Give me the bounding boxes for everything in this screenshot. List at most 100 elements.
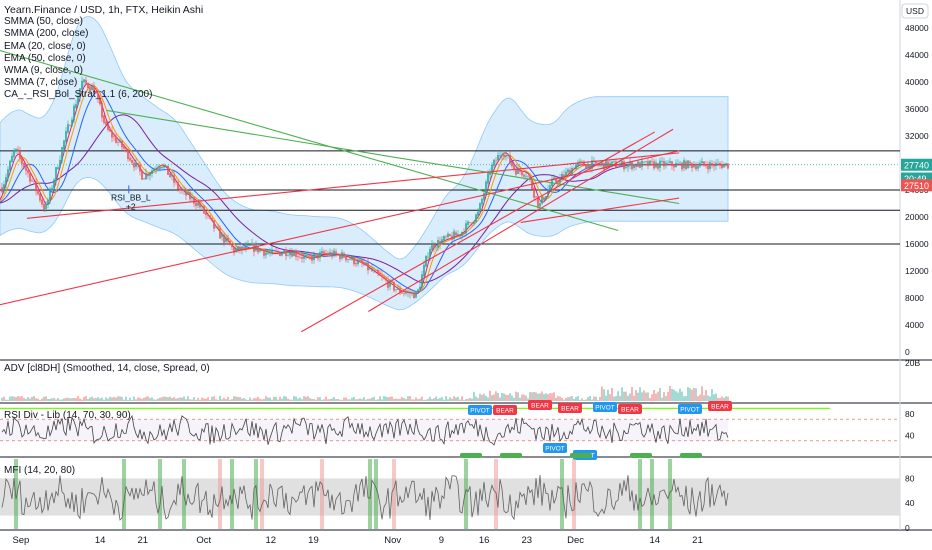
mfi-signal-bar (650, 459, 654, 529)
candle-body (715, 162, 717, 167)
adv-volume-bar (441, 397, 443, 401)
candle-body (341, 252, 343, 259)
legend-study[interactable]: SMMA (200, close) (4, 28, 89, 40)
candle-body (297, 256, 299, 258)
mfi-line (1, 474, 729, 521)
adv-volume-bar (715, 393, 717, 401)
adv-volume-bar (503, 393, 505, 401)
candle-body (133, 162, 135, 168)
candle-body (549, 185, 551, 191)
adv-volume-bar (271, 399, 273, 401)
adv-volume-bar (477, 398, 479, 401)
adv-volume-bar (685, 395, 687, 401)
candle-body (421, 274, 423, 288)
adv-volume-bar (727, 396, 729, 401)
adv-volume-bar (59, 399, 61, 401)
candle-body (357, 259, 359, 265)
candle-body (635, 164, 637, 168)
adv-volume-bar (419, 398, 421, 401)
adv-volume-bar (563, 399, 565, 401)
candle-body (581, 161, 583, 163)
candle-body (415, 291, 417, 298)
candle-body (135, 162, 137, 167)
mfi-signal-bar (638, 459, 642, 529)
adv-volume-bar (291, 399, 293, 401)
adv-volume-bar (557, 395, 559, 401)
candle-body (37, 189, 39, 194)
adv-volume-bar (329, 399, 331, 401)
candle-body (633, 164, 635, 168)
adv-volume-bar (667, 391, 669, 401)
adv-volume-bar (615, 396, 617, 401)
candle-body (269, 252, 271, 254)
candle-body (399, 288, 401, 294)
candle-body (345, 256, 347, 261)
adv-volume-bar (9, 396, 11, 401)
adv-volume-bar (643, 390, 645, 401)
adv-volume-bar (355, 399, 357, 401)
candle-body (603, 162, 605, 170)
candle-body (353, 256, 355, 265)
adv-volume-bar (425, 399, 427, 401)
candle-body (707, 165, 709, 170)
candle-body (369, 267, 371, 270)
adv-volume-bar (359, 398, 361, 401)
adv-volume-bar (357, 399, 359, 401)
adv-pane-label[interactable]: ADV [cl8DH] (Smoothed, 14, close, Spread… (4, 363, 210, 374)
candle-body (355, 263, 357, 265)
candle-body (339, 254, 341, 260)
adv-volume-bar (161, 397, 163, 401)
rsi-bull-badge (570, 453, 592, 458)
adv-volume-bar (517, 392, 519, 401)
adv-volume-bar (241, 398, 243, 401)
adv-volume-bar (541, 391, 543, 401)
adv-volume-bar (189, 399, 191, 401)
candle-body (433, 244, 435, 249)
adv-volume-bar (571, 396, 573, 401)
candle-body (283, 250, 285, 254)
legend-study[interactable]: SMMA (50, close) (4, 16, 83, 28)
adv-volume-bar (403, 398, 405, 401)
adv-volume-bar (361, 399, 363, 401)
adv-volume-bar (233, 396, 235, 401)
legend-study[interactable]: SMMA (7, close) (4, 77, 78, 89)
adv-volume-bar (491, 395, 493, 401)
adv-volume-bar (133, 396, 135, 401)
adv-volume-bar (217, 399, 219, 401)
rsi-pane-label[interactable]: RSI Div - Lib (14, 70, 30, 90) (4, 410, 131, 421)
candle-body (231, 244, 233, 248)
candle-body (525, 175, 527, 177)
adv-volume-bar (259, 398, 261, 401)
adv-volume-bar (239, 397, 241, 401)
adv-volume-bar (301, 399, 303, 401)
adv-volume-bar (433, 398, 435, 401)
legend-study[interactable]: EMA (50, close, 0) (4, 52, 86, 64)
adv-volume-bar (575, 397, 577, 401)
adv-volume-bar (611, 387, 613, 401)
candle-body (609, 163, 611, 167)
adv-volume-bar (243, 398, 245, 401)
adv-volume-bar (251, 399, 253, 401)
adv-volume-bar (373, 396, 375, 401)
candle-body (403, 293, 405, 295)
legend-study[interactable]: EMA (20, close, 0) (4, 40, 86, 52)
legend-study[interactable]: WMA (9, close, 0) (4, 65, 83, 77)
candle-body (31, 180, 33, 182)
mfi-pane-label[interactable]: MFI (14, 20, 80) (4, 465, 76, 476)
adv-volume-bar (427, 398, 429, 401)
adv-volume-bar (27, 397, 29, 401)
rsi-divergence-badge-text: BEAR (496, 408, 514, 415)
adv-volume-bar (681, 391, 683, 401)
adv-volume-bar (245, 399, 247, 401)
candle-body (131, 159, 133, 164)
adv-volume-bar (453, 396, 455, 401)
candle-body (721, 164, 723, 168)
legend-study[interactable]: CA_-_RSI_Bol_Strat_1.1 (6, 200) (4, 89, 153, 101)
candle-body (607, 161, 609, 168)
candle-body (573, 168, 575, 170)
candle-body (493, 159, 495, 167)
adv-volume-bar (285, 396, 287, 401)
adv-volume-bar (255, 398, 257, 401)
adv-volume-bar (435, 396, 437, 401)
